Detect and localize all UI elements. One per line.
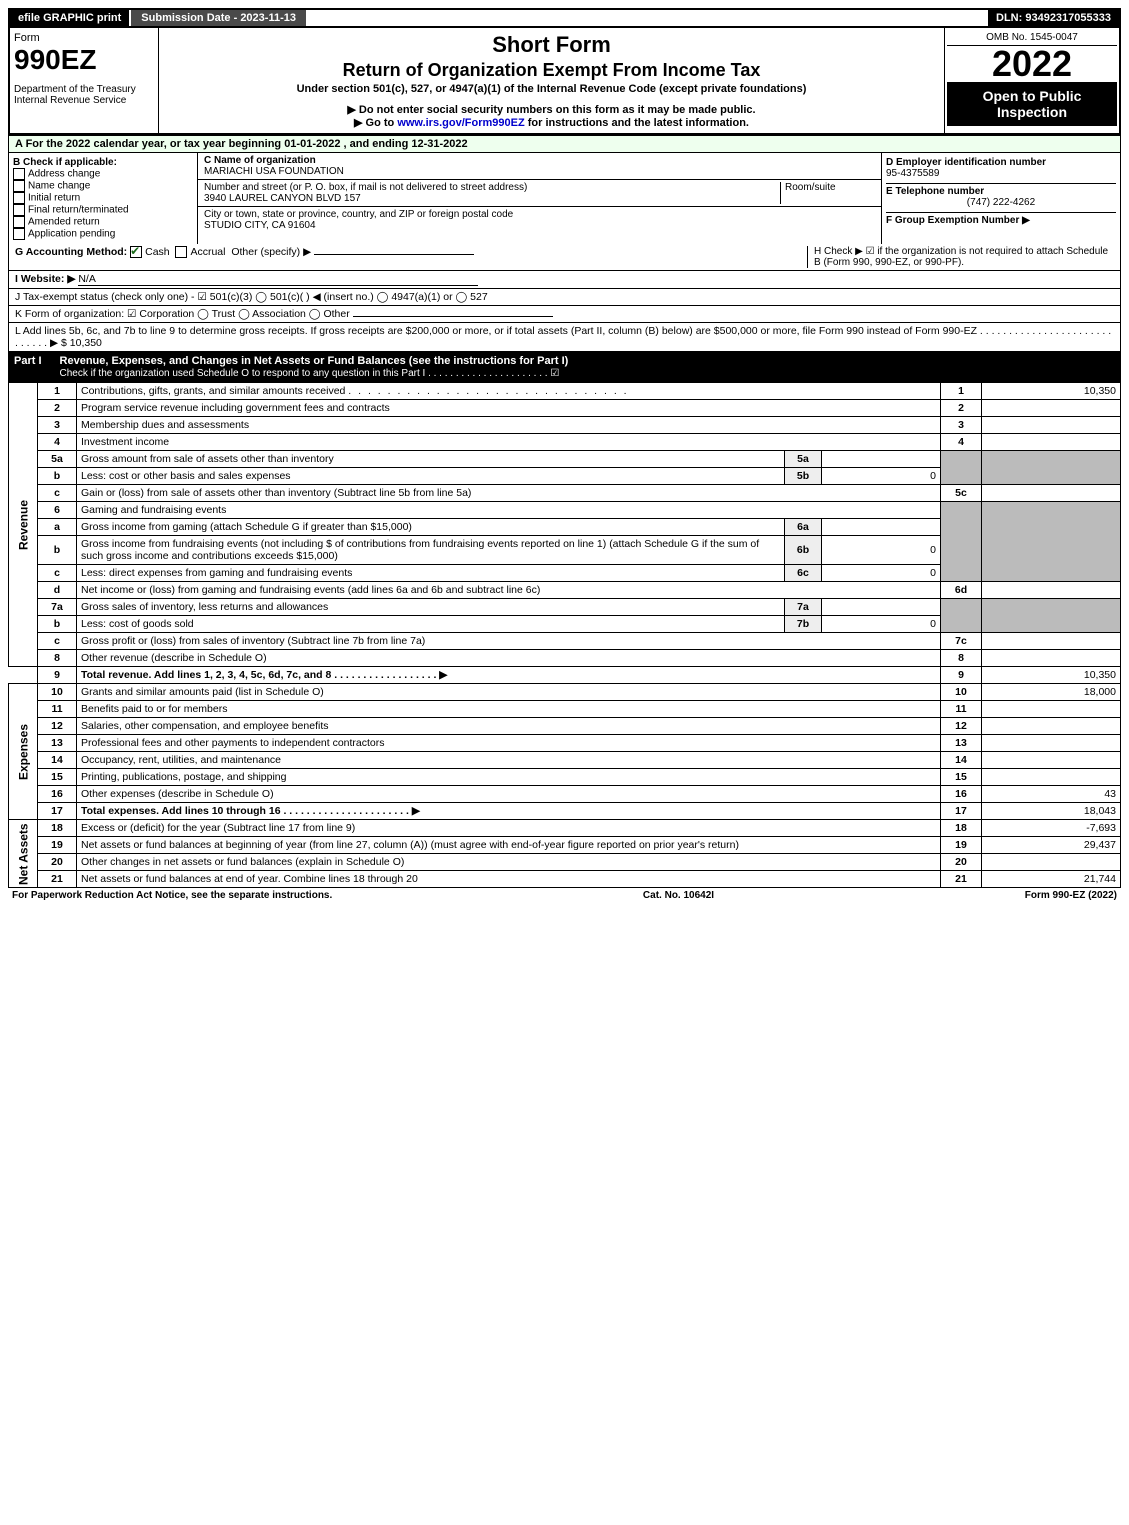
top-bar: efile GRAPHIC print Submission Date - 20… — [8, 8, 1121, 28]
part1-table: Revenue 1 Contributions, gifts, grants, … — [8, 382, 1121, 888]
side-revenue: Revenue — [9, 383, 38, 667]
checkbox-icon[interactable] — [175, 246, 187, 258]
irs-link[interactable]: www.irs.gov/Form990EZ — [397, 117, 524, 129]
org-street: 3940 LAUREL CANYON BLVD 157 — [204, 193, 780, 204]
footer-left: For Paperwork Reduction Act Notice, see … — [12, 890, 332, 901]
b-opt-address[interactable]: Address change — [13, 168, 193, 180]
total-revenue: 10,350 — [982, 667, 1121, 684]
section-b: B Check if applicable: Address change Na… — [9, 153, 198, 244]
submission-date: Submission Date - 2023-11-13 — [129, 10, 306, 26]
org-name: MARIACHI USA FOUNDATION — [204, 166, 875, 177]
c-name-label: C Name of organization — [204, 155, 875, 166]
checkbox-icon[interactable] — [13, 228, 25, 240]
row-j: J Tax-exempt status (check only one) - ☑… — [8, 289, 1121, 306]
row-k: K Form of organization: ☑ Corporation ◯ … — [8, 306, 1121, 323]
section-c: C Name of organization MARIACHI USA FOUN… — [198, 153, 882, 244]
tel-value: (747) 222-4262 — [886, 197, 1116, 208]
dln-label: DLN: 93492317055333 — [988, 10, 1119, 26]
dept-label: Department of the Treasury Internal Reve… — [14, 84, 154, 106]
group-label: F Group Exemption Number ▶ — [886, 215, 1116, 226]
part1-title: Revenue, Expenses, and Changes in Net As… — [60, 355, 569, 367]
efile-label[interactable]: efile GRAPHIC print — [10, 10, 129, 26]
footer-right: Form 990-EZ (2022) — [1025, 890, 1117, 901]
title-short-form: Short Form — [165, 32, 938, 58]
note-goto: ▶ Go to www.irs.gov/Form990EZ for instru… — [165, 116, 938, 129]
b-opt-initial[interactable]: Initial return — [13, 192, 193, 204]
gross-receipts: 10,350 — [70, 337, 102, 349]
checkbox-icon[interactable] — [130, 246, 142, 258]
row-g-h: G Accounting Method: Cash Accrual Other … — [8, 244, 1121, 271]
title-return: Return of Organization Exempt From Incom… — [165, 60, 938, 81]
checkbox-icon[interactable] — [13, 180, 25, 192]
header-left: Form 990EZ Department of the Treasury In… — [10, 28, 159, 133]
checkbox-icon[interactable] — [13, 216, 25, 228]
row-g: G Accounting Method: Cash Accrual Other … — [15, 246, 807, 268]
other-org-input[interactable] — [353, 316, 553, 317]
ein-label: D Employer identification number — [886, 157, 1116, 168]
val-1: 10,350 — [982, 383, 1121, 400]
form-label: Form — [14, 32, 154, 44]
b-opt-final[interactable]: Final return/terminated — [13, 204, 193, 216]
info-grid: B Check if applicable: Address change Na… — [8, 153, 1121, 244]
checkbox-icon[interactable] — [13, 192, 25, 204]
other-specify-input[interactable] — [314, 254, 474, 255]
note-ssn: ▶ Do not enter social security numbers o… — [165, 103, 938, 116]
row-i: I Website: ▶ N/A — [8, 271, 1121, 289]
checkbox-icon[interactable] — [13, 204, 25, 216]
side-expenses: Expenses — [9, 684, 38, 820]
header-mid: Short Form Return of Organization Exempt… — [159, 28, 944, 133]
part1-header: Part I Revenue, Expenses, and Changes in… — [8, 352, 1121, 382]
room-suite-label: Room/suite — [780, 182, 875, 204]
side-netassets: Net Assets — [9, 820, 38, 888]
row-h: H Check ▶ ☑ if the organization is not r… — [807, 246, 1114, 268]
footer-mid: Cat. No. 10642I — [643, 890, 714, 901]
checkbox-icon[interactable] — [13, 168, 25, 180]
tel-label: E Telephone number — [886, 186, 1116, 197]
net-assets-eoy: 21,744 — [982, 871, 1121, 888]
b-opt-pending[interactable]: Application pending — [13, 228, 193, 240]
org-city: STUDIO CITY, CA 91604 — [204, 220, 875, 231]
b-opt-name[interactable]: Name change — [13, 180, 193, 192]
c-city-label: City or town, state or province, country… — [204, 209, 875, 220]
c-street-label: Number and street (or P. O. box, if mail… — [204, 182, 780, 193]
section-d: D Employer identification number 95-4375… — [882, 153, 1120, 244]
row-l: L Add lines 5b, 6c, and 7b to line 9 to … — [8, 323, 1121, 352]
website-value: N/A — [78, 273, 478, 286]
spacer — [306, 10, 988, 26]
part1-check: Check if the organization used Schedule … — [60, 368, 560, 379]
total-expenses: 18,043 — [982, 803, 1121, 820]
header-right: OMB No. 1545-0047 2022 Open to Public In… — [944, 28, 1119, 133]
part1-label: Part I — [14, 355, 60, 379]
inspection-box: Open to Public Inspection — [947, 82, 1117, 126]
section-a: A For the 2022 calendar year, or tax yea… — [8, 135, 1121, 153]
tax-year: 2022 — [947, 46, 1117, 82]
b-label: B Check if applicable: — [13, 157, 193, 168]
c-city-cell: City or town, state or province, country… — [198, 207, 881, 233]
ein-value: 95-4375589 — [886, 168, 1116, 179]
form-header: Form 990EZ Department of the Treasury In… — [8, 28, 1121, 135]
b-opt-amended[interactable]: Amended return — [13, 216, 193, 228]
form-number: 990EZ — [14, 44, 154, 76]
page-footer: For Paperwork Reduction Act Notice, see … — [8, 888, 1121, 903]
c-street-cell: Number and street (or P. O. box, if mail… — [198, 180, 881, 207]
subtitle: Under section 501(c), 527, or 4947(a)(1)… — [165, 83, 938, 95]
c-name-cell: C Name of organization MARIACHI USA FOUN… — [198, 153, 881, 180]
